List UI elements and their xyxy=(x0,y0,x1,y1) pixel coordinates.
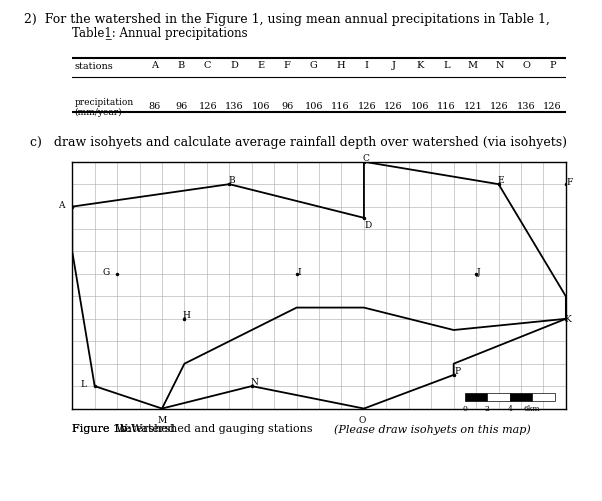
Text: N: N xyxy=(250,377,258,386)
Bar xyxy=(510,393,532,401)
Text: I: I xyxy=(297,268,300,277)
Text: I: I xyxy=(365,61,369,70)
Text: C: C xyxy=(363,153,370,162)
Text: c)   draw isohyets and calculate average rainfall depth over watershed (via isoh: c) draw isohyets and calculate average r… xyxy=(30,135,567,148)
Text: 126: 126 xyxy=(199,102,217,111)
Text: 126: 126 xyxy=(358,102,376,111)
Text: 106: 106 xyxy=(411,102,429,111)
Bar xyxy=(488,393,510,401)
Text: 121: 121 xyxy=(464,102,482,111)
Text: Figure 1b:Watershed and gauging stations: Figure 1b:Watershed and gauging stations xyxy=(72,423,317,433)
Text: 126: 126 xyxy=(490,102,509,111)
Text: M: M xyxy=(157,415,167,424)
Text: A: A xyxy=(58,200,64,209)
Text: H: H xyxy=(336,61,345,70)
Text: 2)  For the watershed in the Figure 1, using mean annual precipitations in Table: 2) For the watershed in the Figure 1, us… xyxy=(24,13,550,26)
Text: K: K xyxy=(416,61,424,70)
Text: P: P xyxy=(549,61,556,70)
Text: stations: stations xyxy=(75,62,113,71)
Text: 116: 116 xyxy=(331,102,350,111)
Text: M: M xyxy=(468,61,478,70)
Text: 4: 4 xyxy=(507,404,512,412)
Text: A: A xyxy=(151,61,158,70)
Text: O: O xyxy=(522,61,530,70)
Text: 96: 96 xyxy=(175,102,187,111)
Text: C: C xyxy=(204,61,211,70)
Text: 106: 106 xyxy=(252,102,270,111)
Text: E: E xyxy=(497,176,504,185)
Text: Figure 1b:: Figure 1b: xyxy=(72,423,131,433)
Text: 126: 126 xyxy=(543,102,562,111)
Text: D: D xyxy=(231,61,238,70)
Text: O: O xyxy=(358,415,365,424)
Bar xyxy=(532,393,554,401)
Text: L: L xyxy=(443,61,450,70)
Text: 136: 136 xyxy=(225,102,244,111)
Text: B: B xyxy=(178,61,185,70)
Text: B: B xyxy=(228,176,235,185)
Text: D: D xyxy=(365,220,372,229)
Text: F: F xyxy=(566,178,573,187)
Text: precipitation
(mm/year): precipitation (mm/year) xyxy=(75,98,134,117)
Bar xyxy=(465,393,488,401)
Text: P: P xyxy=(454,366,460,375)
Text: F: F xyxy=(284,61,291,70)
Text: 136: 136 xyxy=(517,102,535,111)
Text: G: G xyxy=(102,268,110,277)
Text: L: L xyxy=(81,380,87,389)
Text: H: H xyxy=(183,310,191,319)
Text: N: N xyxy=(495,61,504,70)
Text: J: J xyxy=(391,61,396,70)
Text: Watershed: Watershed xyxy=(116,423,175,433)
Text: 126: 126 xyxy=(384,102,403,111)
Text: 116: 116 xyxy=(437,102,456,111)
Text: J: J xyxy=(477,268,480,277)
Text: (Please draw isohyets on this map): (Please draw isohyets on this map) xyxy=(334,423,531,434)
Text: E: E xyxy=(257,61,264,70)
Text: G: G xyxy=(310,61,318,70)
Text: 2: 2 xyxy=(485,404,490,412)
Text: 106: 106 xyxy=(305,102,323,111)
Text: 96: 96 xyxy=(281,102,293,111)
Text: Table1̲: Annual precipitations: Table1̲: Annual precipitations xyxy=(72,28,248,40)
Text: 0: 0 xyxy=(462,404,467,412)
Text: 86: 86 xyxy=(149,102,161,111)
Text: 6km: 6km xyxy=(524,404,541,412)
Text: K: K xyxy=(565,315,571,324)
